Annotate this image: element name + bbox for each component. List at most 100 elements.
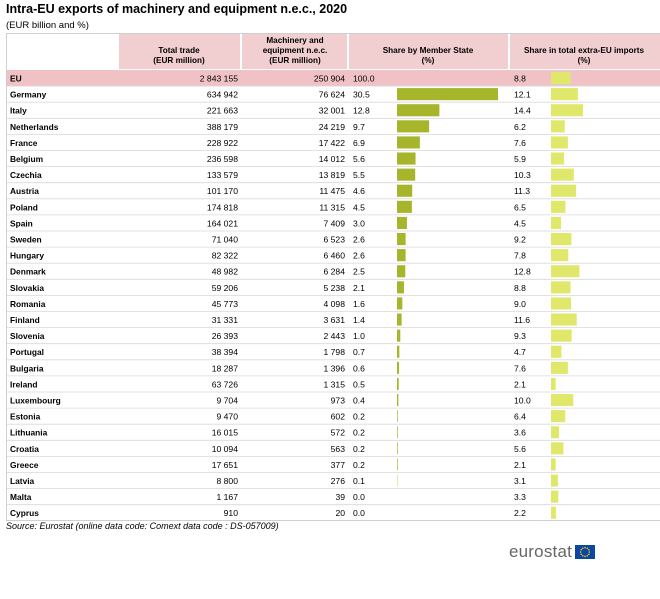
total-trade-value: 388 179 (207, 122, 238, 132)
eu-flag-icon (575, 545, 596, 559)
country-label: Belgium (10, 154, 43, 164)
share-value: 2.1 (353, 283, 365, 293)
machinery-value: 276 (331, 476, 346, 486)
share-bar (397, 168, 416, 181)
share-value: 5.6 (353, 154, 365, 164)
share-bar (397, 297, 403, 310)
extra-share-bar (551, 249, 569, 262)
total-trade-value: 634 942 (207, 90, 238, 100)
extra-share-bar (551, 442, 564, 455)
total-trade-value: 221 663 (207, 106, 238, 116)
extra-share-bar (551, 490, 559, 503)
machinery-value: 1 396 (323, 363, 345, 373)
machinery-value: 32 001 (319, 106, 346, 116)
share-value: 4.6 (353, 186, 365, 196)
share-value: 1.4 (353, 315, 365, 325)
total-trade-value: 910 (224, 508, 239, 518)
header-share-member-state: Share by Member State (383, 46, 474, 55)
extra-share-bar (551, 410, 566, 423)
total-trade-value: 45 773 (212, 299, 239, 309)
extra-share-value: 2.1 (514, 379, 526, 389)
share-bar (397, 200, 412, 213)
total-trade-value: 71 040 (212, 235, 239, 245)
machinery-value: 250 904 (314, 74, 345, 84)
chart-subtitle: (EUR billion and %) (6, 20, 89, 31)
extra-share-bar (551, 281, 571, 294)
share-bar (397, 233, 406, 246)
extra-share-bar (551, 216, 561, 229)
total-trade-value: 16 015 (212, 428, 239, 438)
share-value: 0.2 (353, 428, 365, 438)
country-label: Germany (10, 90, 47, 100)
machinery-value: 6 284 (323, 267, 345, 277)
share-value: 1.0 (353, 331, 365, 341)
extra-share-bar (551, 506, 556, 519)
machinery-value: 5 238 (323, 283, 345, 293)
machinery-value: 563 (331, 444, 346, 454)
share-value: 2.6 (353, 235, 365, 245)
country-label: Romania (10, 299, 46, 309)
machinery-value: 20 (335, 508, 345, 518)
country-label: Austria (10, 186, 39, 196)
total-trade-value: 164 021 (207, 218, 238, 228)
share-value: 0.5 (353, 379, 365, 389)
share-bar (397, 216, 407, 229)
share-bar (397, 265, 406, 278)
total-trade-value: 31 331 (212, 315, 239, 325)
country-label: Greece (10, 460, 39, 470)
total-trade-value: 8 800 (216, 476, 238, 486)
extra-share-value: 6.2 (514, 122, 526, 132)
share-value: 0.2 (353, 412, 365, 422)
extra-share-bar (551, 104, 583, 117)
share-value: 0.0 (353, 492, 365, 502)
header-share-extra-eu: (%) (578, 56, 591, 65)
table-frame: Total trade (EUR million) Machinery and equ… (6, 33, 660, 522)
share-bar (397, 377, 399, 390)
share-value: 100.0 (353, 74, 375, 84)
extra-share-bar (551, 458, 556, 471)
total-trade-value: 17 651 (212, 460, 239, 470)
extra-share-value: 8.8 (514, 74, 526, 84)
machinery-value: 76 624 (319, 90, 346, 100)
share-bar (397, 394, 399, 407)
machinery-value: 973 (331, 396, 346, 406)
total-trade-value: 38 394 (212, 347, 239, 357)
share-value: 4.5 (353, 202, 365, 212)
country-label: Croatia (10, 444, 39, 454)
share-bar (397, 104, 440, 117)
share-bar (397, 313, 402, 326)
share-bar (397, 345, 400, 358)
country-label: Finland (10, 315, 40, 325)
extra-share-bar (551, 297, 571, 310)
share-value: 30.5 (353, 90, 370, 100)
total-trade-value: 82 322 (212, 251, 239, 261)
eu-row-background (7, 70, 660, 87)
country-label: Portugal (10, 347, 44, 357)
extra-share-bar (551, 345, 562, 358)
share-value: 0.4 (353, 396, 365, 406)
share-value: 0.7 (353, 347, 365, 357)
header-machinery: Machinery and (266, 36, 323, 45)
extra-share-value: 7.6 (514, 363, 526, 373)
extra-share-value: 8.8 (514, 283, 526, 293)
extra-share-bar (551, 233, 572, 246)
total-trade-value: 228 922 (207, 138, 238, 148)
eurostat-logo: eurostat (509, 542, 596, 562)
chart-title: Intra-EU exports of machinery and equipm… (6, 2, 348, 16)
country-label: Spain (10, 218, 33, 228)
share-bar (397, 426, 398, 439)
extra-share-bar (551, 474, 558, 487)
machinery-value: 39 (335, 492, 345, 502)
extra-share-bar (551, 394, 574, 407)
header-machinery: equipment n.e.c. (263, 46, 328, 55)
extra-share-value: 9.0 (514, 299, 526, 309)
share-bar (397, 442, 398, 455)
data-table: Total trade(EUR million)Machinery andequ… (7, 34, 660, 522)
country-label: Malta (10, 492, 32, 502)
country-label: Netherlands (10, 122, 59, 132)
country-label: Denmark (10, 267, 46, 277)
extra-share-value: 12.1 (514, 90, 531, 100)
extra-share-bar (551, 152, 565, 165)
extra-share-bar (551, 329, 572, 342)
machinery-value: 17 422 (319, 138, 346, 148)
